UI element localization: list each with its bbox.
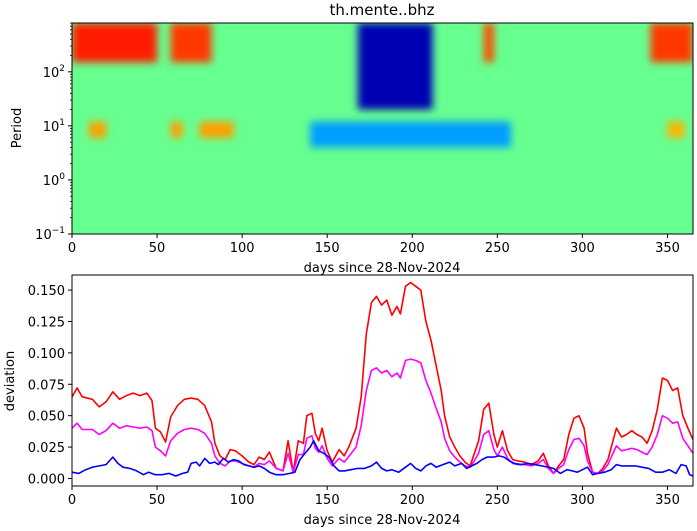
heatmap-feature-6 xyxy=(89,121,107,138)
line-chart-y-tick-label: 0.025 xyxy=(28,441,65,456)
chart-title: th.mente..bhz xyxy=(329,1,434,19)
line-chart-x-tick-label: 200 xyxy=(400,493,425,508)
line-chart-y-label: deviation xyxy=(3,351,18,411)
line-chart-frame xyxy=(71,274,694,487)
line-chart-y-tick-label: 0.000 xyxy=(28,472,65,487)
heatmap-x-tick-label: 350 xyxy=(655,241,680,256)
line-chart-x-tick-label: 250 xyxy=(485,493,510,508)
heatmap-feature-1 xyxy=(72,23,158,63)
heatmap-y-tick-label: 100 xyxy=(43,172,66,189)
line-chart-x-axis: 0 50 100 150 200 250 300 350 xyxy=(68,486,680,508)
heatmap-feature-8 xyxy=(199,121,234,138)
heatmap-x-tick-label: 250 xyxy=(485,241,510,256)
heatmap-y-tick-label: 10−1 xyxy=(35,226,65,243)
heatmap-feature-9 xyxy=(667,121,685,138)
line-chart-x-tick-label: 300 xyxy=(570,493,595,508)
heatmap-x-tick-label: 50 xyxy=(149,241,166,256)
heatmap-y-tick-label: 101 xyxy=(43,118,65,135)
heatmap-feature-0 xyxy=(357,23,433,110)
line-chart-x-label: days since 28-Nov-2024 xyxy=(304,513,461,528)
heatmap-x-tick-label: 300 xyxy=(570,241,595,256)
heatmap-x-axis: 0 50 100 150 200 250 300 350 xyxy=(68,234,680,256)
heatmap-feature-2 xyxy=(170,23,212,63)
line-series-1 xyxy=(72,358,693,475)
line-chart-x-tick-label: 0 xyxy=(68,493,76,508)
line-chart-panel: 0 50 100 150 200 250 300 350 0.0000.0250.0500.0… xyxy=(3,274,694,528)
line-series-2 xyxy=(72,440,693,477)
line-chart-y-tick-label: 0.100 xyxy=(28,347,65,362)
line-chart-y-tick-label: 0.075 xyxy=(28,378,65,393)
heatmap-x-label: days since 28-Nov-2024 xyxy=(304,261,461,276)
heatmap-y-label: Period xyxy=(10,108,25,149)
heatmap-x-tick-label: 200 xyxy=(400,241,425,256)
heatmap-x-tick-label: 100 xyxy=(230,241,255,256)
line-chart-x-tick-label: 100 xyxy=(230,493,255,508)
heatmap-x-tick-label: 150 xyxy=(315,241,340,256)
heatmap-panel: th.mente..bhz 0 50 100 150 200 250 300 350 10−1… xyxy=(10,1,694,276)
heatmap-x-tick-label: 0 xyxy=(68,241,76,256)
line-chart-x-tick-label: 150 xyxy=(315,493,340,508)
heatmap-y-tick-label: 102 xyxy=(43,64,65,81)
heatmap-field xyxy=(72,23,693,234)
heatmap-y-axis: 10−1 100 101 102 xyxy=(35,22,72,243)
line-chart-y-tick-label: 0.125 xyxy=(28,315,65,330)
heatmap-feature-7 xyxy=(170,121,183,138)
line-chart-x-tick-label: 350 xyxy=(655,493,680,508)
line-chart-x-tick-label: 50 xyxy=(149,493,166,508)
line-series xyxy=(72,281,693,477)
line-chart-y-axis: 0.000 0.025 0.050 0.075 0.100 0.125 0.150 xyxy=(28,284,72,487)
heatmap-feature-3 xyxy=(650,23,693,63)
line-chart-y-tick-label: 0.150 xyxy=(28,284,65,299)
heatmap-feature-5 xyxy=(310,121,511,148)
heatmap-feature-4 xyxy=(483,23,494,63)
line-chart-background xyxy=(72,275,693,486)
line-chart-y-tick-label: 0.050 xyxy=(28,410,65,425)
